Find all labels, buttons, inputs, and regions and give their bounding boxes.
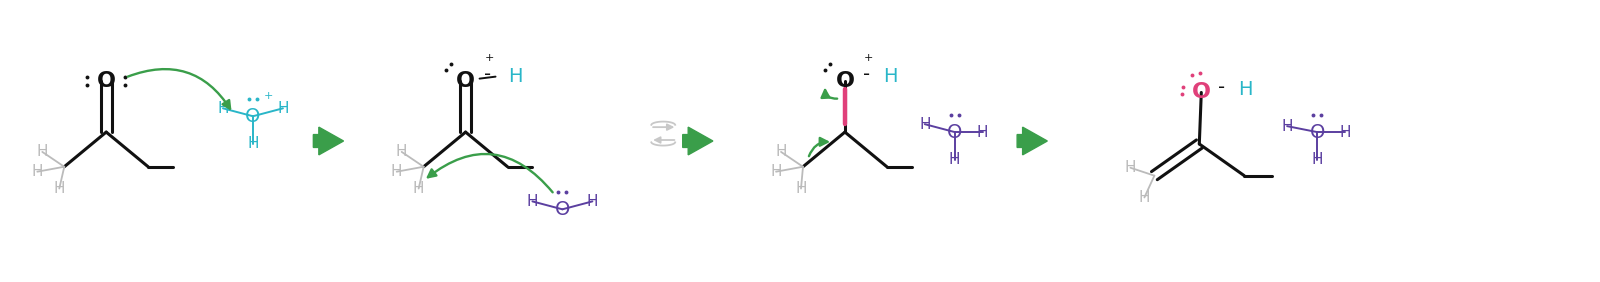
Text: O: O (555, 200, 570, 219)
Text: -: - (1218, 78, 1226, 97)
Text: O: O (947, 123, 963, 142)
Text: H: H (413, 181, 424, 196)
Text: H: H (395, 144, 408, 159)
Text: H: H (770, 164, 782, 179)
Text: O: O (1309, 123, 1325, 142)
Text: +: + (864, 53, 874, 63)
Text: H: H (32, 164, 43, 179)
Text: H: H (509, 67, 523, 86)
Text: -: - (864, 65, 870, 84)
FancyArrow shape (683, 127, 714, 155)
Text: O: O (245, 107, 261, 126)
Text: H: H (53, 181, 66, 196)
FancyArrow shape (1018, 127, 1048, 155)
Text: H: H (248, 136, 259, 151)
Text: H: H (795, 181, 806, 196)
Text: O: O (456, 70, 475, 91)
Text: +: + (264, 91, 274, 102)
Text: O: O (96, 70, 115, 91)
Text: H: H (776, 144, 787, 159)
Text: H: H (978, 125, 989, 140)
Text: O: O (1192, 82, 1211, 102)
Text: H: H (949, 152, 960, 167)
Text: -: - (483, 65, 491, 84)
Text: H: H (1125, 160, 1136, 175)
Text: H: H (218, 101, 229, 116)
Text: H: H (883, 67, 898, 86)
Text: H: H (918, 117, 931, 132)
Text: H: H (37, 144, 48, 159)
Text: +: + (485, 53, 494, 63)
Text: H: H (390, 164, 403, 179)
Text: H: H (277, 101, 288, 116)
Text: H: H (587, 194, 598, 209)
Text: O: O (835, 70, 854, 91)
Text: H: H (526, 194, 538, 209)
Text: H: H (1339, 125, 1350, 140)
Text: H: H (1312, 152, 1323, 167)
Text: H: H (1139, 190, 1150, 205)
Text: H: H (1282, 119, 1293, 134)
FancyArrow shape (314, 127, 344, 155)
Text: H: H (1238, 80, 1253, 99)
